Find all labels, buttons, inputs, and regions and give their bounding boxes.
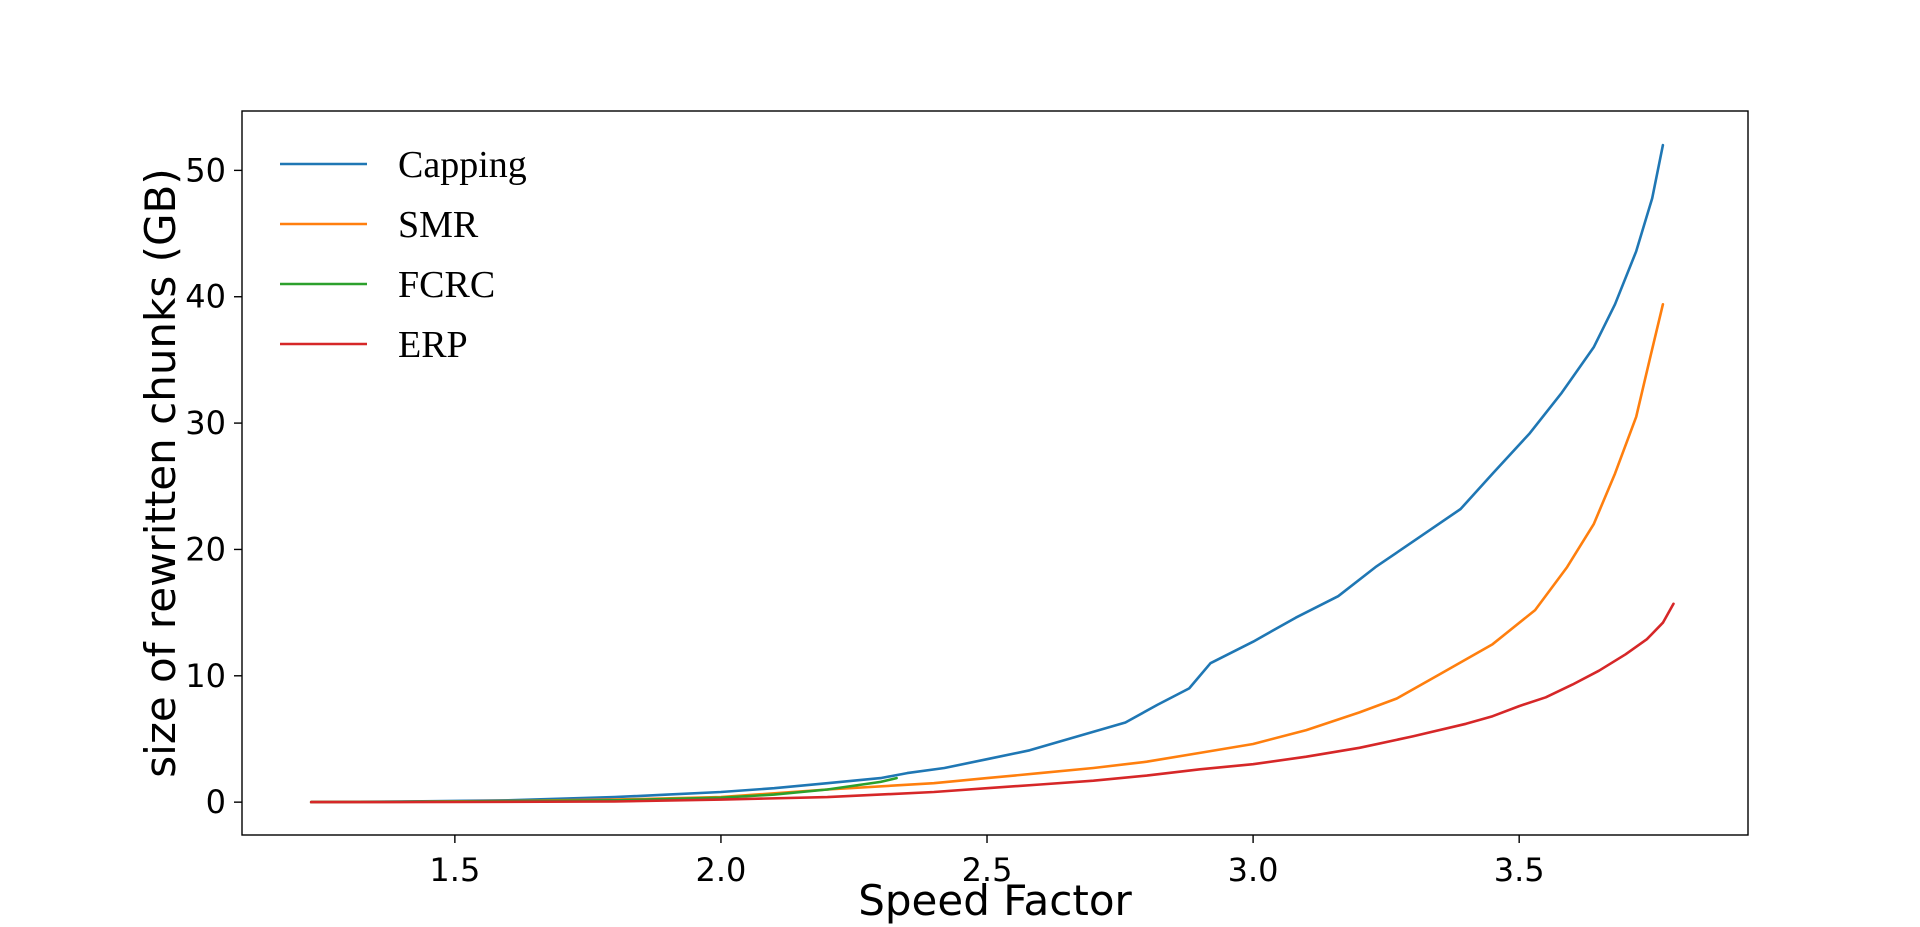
y-axis: 0 10 20 30 40 50 bbox=[185, 151, 242, 821]
x-tick-label: 1.5 bbox=[429, 851, 480, 889]
y-tick-label: 10 bbox=[185, 657, 226, 695]
series-line-erp bbox=[309, 602, 1675, 804]
legend-label-erp: ERP bbox=[398, 324, 468, 366]
y-tick-label: 0 bbox=[206, 783, 226, 821]
y-tick-label: 40 bbox=[185, 278, 226, 316]
series-line-smr bbox=[309, 302, 1665, 804]
plot-frame bbox=[241, 110, 1749, 836]
legend-label-fcrc: FCRC bbox=[398, 264, 495, 306]
x-tick-label: 3.0 bbox=[1228, 851, 1279, 889]
series-line-capping bbox=[309, 143, 1665, 804]
x-axis: 1.5 2.0 2.5 3.0 3.5 bbox=[429, 835, 1545, 889]
y-axis-title: size of rewritten chunks (GB) bbox=[136, 168, 185, 777]
y-tick-label: 50 bbox=[185, 151, 226, 189]
y-tick-label: 20 bbox=[185, 530, 226, 568]
x-tick-label: 3.5 bbox=[1494, 851, 1545, 889]
legend-label-capping: Capping bbox=[398, 144, 527, 186]
x-axis-title: Speed Factor bbox=[858, 876, 1132, 925]
x-tick-label: 2.0 bbox=[695, 851, 746, 889]
legend-label-smr: SMR bbox=[398, 204, 479, 246]
legend: Capping SMR FCRC ERP bbox=[280, 144, 527, 366]
series-layer bbox=[309, 143, 1675, 804]
y-tick-label: 30 bbox=[185, 404, 226, 442]
x-tick-label: 2.5 bbox=[962, 851, 1013, 889]
